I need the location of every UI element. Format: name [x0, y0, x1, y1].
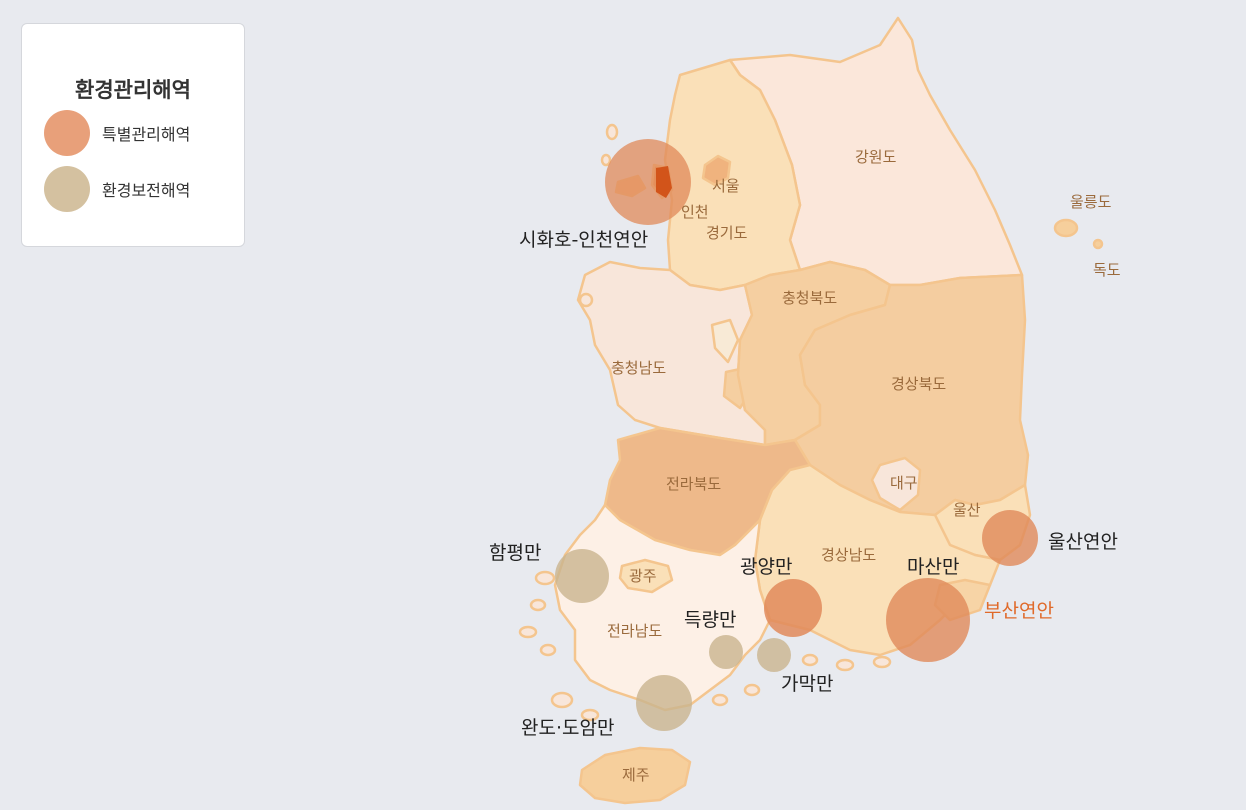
area-circle-gwangyang[interactable]	[764, 579, 822, 637]
area-circle-gamak[interactable]	[757, 638, 791, 672]
label-chungbuk: 충청북도	[782, 289, 837, 307]
label-area-masan: 마산만	[907, 556, 959, 578]
label-dokdo: 독도	[1093, 261, 1121, 279]
area-labels: 시화호-인천연안 울산연안 마산만 부산연안 광양만 함평만 득량만 가막만 완…	[489, 229, 1118, 739]
label-area-gamak: 가막만	[781, 673, 833, 695]
area-circle-ulsan[interactable]	[982, 510, 1038, 566]
label-incheon: 인천	[681, 203, 709, 221]
label-daegu: 대구	[890, 474, 918, 492]
area-circle-masan-busan[interactable]	[886, 578, 970, 662]
province-shapes	[518, 16, 1104, 805]
label-area-gwangyang: 광양만	[740, 556, 792, 578]
label-gangwon: 강원도	[855, 148, 897, 166]
label-area-deukryang: 득량만	[684, 609, 736, 631]
region-sejong	[710, 318, 740, 364]
label-chungnam: 충청남도	[611, 359, 666, 377]
region-daegu[interactable]	[870, 456, 922, 512]
legend-item-conservation[interactable]: 환경보전해역	[44, 166, 190, 212]
region-jeju[interactable]	[578, 746, 692, 805]
legend-title: 환경관리해역	[75, 78, 191, 102]
label-jeonnam: 전라남도	[607, 622, 662, 640]
region-chungnam[interactable]	[576, 260, 767, 447]
area-circle-deukryang[interactable]	[709, 635, 743, 669]
region-ulleungdo	[1053, 218, 1079, 238]
legend-swatch-special	[44, 110, 90, 156]
region-dokdo	[1092, 238, 1104, 250]
label-jeonbuk: 전라북도	[666, 475, 721, 493]
area-circle-wando[interactable]	[636, 675, 692, 731]
label-seoul: 서울	[712, 177, 740, 195]
label-gyeongbuk: 경상북도	[891, 375, 946, 393]
area-sihwa-core	[656, 166, 672, 198]
region-seoul[interactable]	[701, 154, 732, 187]
label-area-ulsan: 울산연안	[1048, 531, 1118, 553]
management-areas	[555, 139, 1038, 731]
region-labels: 서울 인천 경기도 강원도 충청북도 충청남도 경상북도 전라북도 대구 울산 …	[607, 148, 1121, 784]
region-gwangju[interactable]	[618, 558, 674, 594]
coastal-islands	[518, 123, 892, 722]
label-jeju: 제주	[622, 766, 650, 784]
legend-item-special[interactable]: 특별관리해역	[44, 110, 190, 156]
label-area-sihwa: 시화호-인천연안	[519, 229, 648, 251]
label-ulsan: 울산	[953, 501, 981, 519]
legend-swatch-conservation	[44, 166, 90, 212]
area-circle-hampyeong[interactable]	[555, 549, 609, 603]
legend-label-conservation: 환경보전해역	[102, 181, 191, 200]
label-ulleungdo: 울릉도	[1070, 193, 1112, 211]
legend-panel: 환경관리해역 특별관리해역 환경보전해역	[21, 23, 245, 247]
area-circle-sihwa[interactable]	[605, 139, 691, 225]
label-area-hampyeong: 함평만	[489, 542, 541, 564]
label-area-busan: 부산연안	[984, 600, 1054, 622]
legend-label-special: 특별관리해역	[102, 125, 191, 144]
label-gwangju: 광주	[629, 567, 657, 585]
label-gyeongnam: 경상남도	[821, 546, 876, 564]
label-gyeonggi: 경기도	[706, 224, 748, 242]
label-area-wando: 완도·도암만	[521, 717, 614, 739]
